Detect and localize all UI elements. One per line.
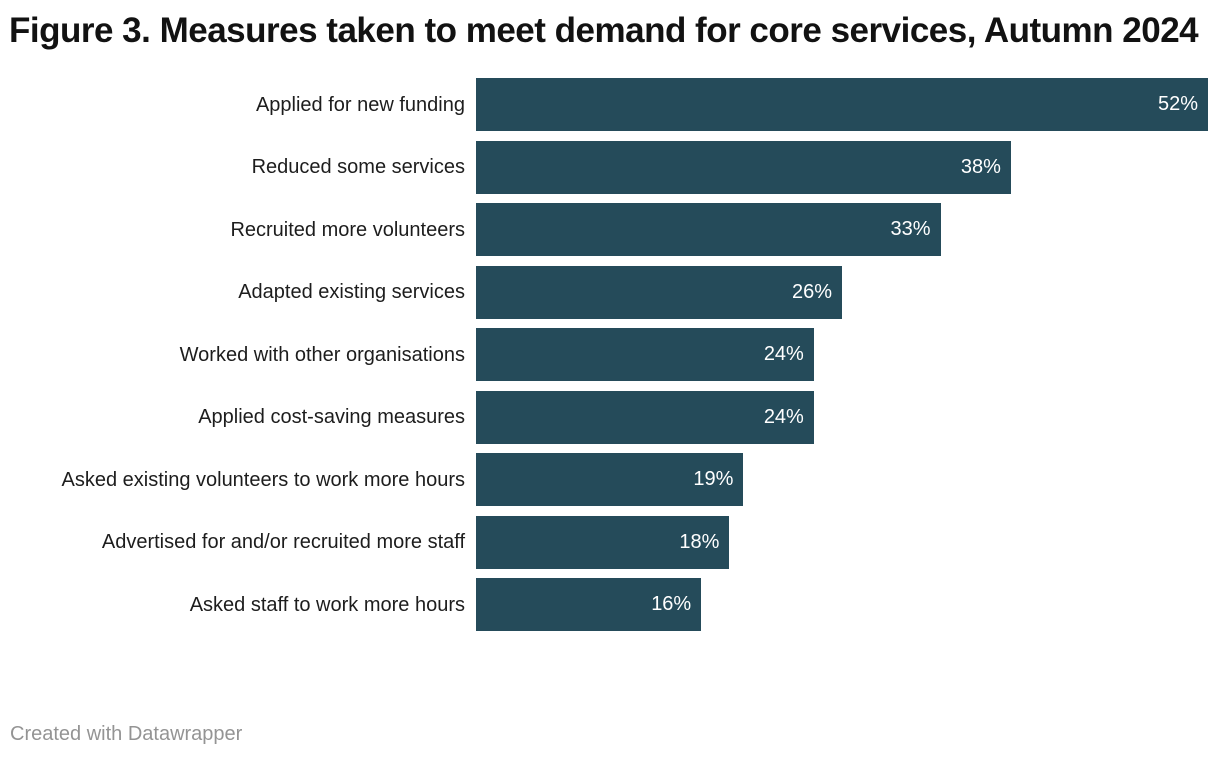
bar[interactable]: 19%: [476, 453, 744, 506]
bar-track: 24%: [476, 328, 1208, 381]
category-label: Applied for new funding: [255, 93, 465, 116]
category-label: Reduced some services: [251, 156, 465, 178]
bar-track: 24%: [476, 390, 1208, 444]
category-label: Recruited more volunteers: [230, 218, 465, 241]
bar-row: Recruited more volunteers 33%: [0, 203, 1220, 256]
bar-row: Asked staff to work more hours 16%: [0, 578, 1220, 631]
category-label: Asked staff to work more hours: [189, 593, 465, 616]
bar-track: 33%: [476, 203, 1208, 256]
bar[interactable]: 38%: [476, 140, 1011, 194]
bar[interactable]: 16%: [476, 578, 702, 631]
bar-row: Advertised for and/or recruited more sta…: [0, 515, 1220, 569]
bar[interactable]: 33%: [476, 203, 941, 256]
category-label: Applied cost-saving measures: [198, 406, 465, 428]
bar-track: 52%: [476, 78, 1208, 131]
value-label: 18%: [679, 530, 720, 553]
category-label: Adapted existing services: [238, 281, 465, 303]
bar-track: 18%: [476, 515, 1208, 569]
bar[interactable]: 18%: [476, 515, 730, 569]
bar[interactable]: 24%: [476, 390, 814, 444]
bar-row: Applied cost-saving measures 24%: [0, 390, 1220, 444]
bar-track: 38%: [476, 140, 1208, 194]
category-label: Worked with other organisations: [179, 343, 465, 366]
value-label: 24%: [763, 405, 804, 428]
bar-row: Asked existing volunteers to work more h…: [0, 453, 1220, 506]
value-label: 24%: [763, 343, 804, 365]
value-label: 19%: [693, 468, 734, 490]
chart-title: Figure 3. Measures taken to meet demand …: [9, 11, 1199, 50]
bar-row: Adapted existing services 26%: [0, 265, 1220, 319]
bar[interactable]: 24%: [476, 328, 814, 381]
value-label: 16%: [651, 593, 692, 615]
category-label: Advertised for and/or recruited more sta…: [101, 531, 465, 553]
value-label: 26%: [791, 280, 832, 303]
value-label: 52%: [1157, 93, 1198, 115]
bar-chart: Applied for new funding 52% Reduced some s…: [0, 78, 1220, 631]
bar-row: Worked with other organisations 24%: [0, 328, 1220, 381]
bar-track: 16%: [476, 578, 1208, 631]
bar[interactable]: 52%: [476, 78, 1208, 131]
bar-track: 26%: [476, 265, 1208, 319]
bar-row: Applied for new funding 52%: [0, 78, 1220, 131]
bar[interactable]: 26%: [476, 265, 842, 319]
category-label: Asked existing volunteers to work more h…: [61, 468, 465, 491]
bar-row: Reduced some services 38%: [0, 140, 1220, 194]
value-label: 38%: [960, 155, 1001, 178]
datawrapper-attribution[interactable]: Created with Datawrapper: [10, 723, 243, 745]
value-label: 33%: [890, 218, 931, 240]
bar-track: 19%: [476, 453, 1208, 506]
